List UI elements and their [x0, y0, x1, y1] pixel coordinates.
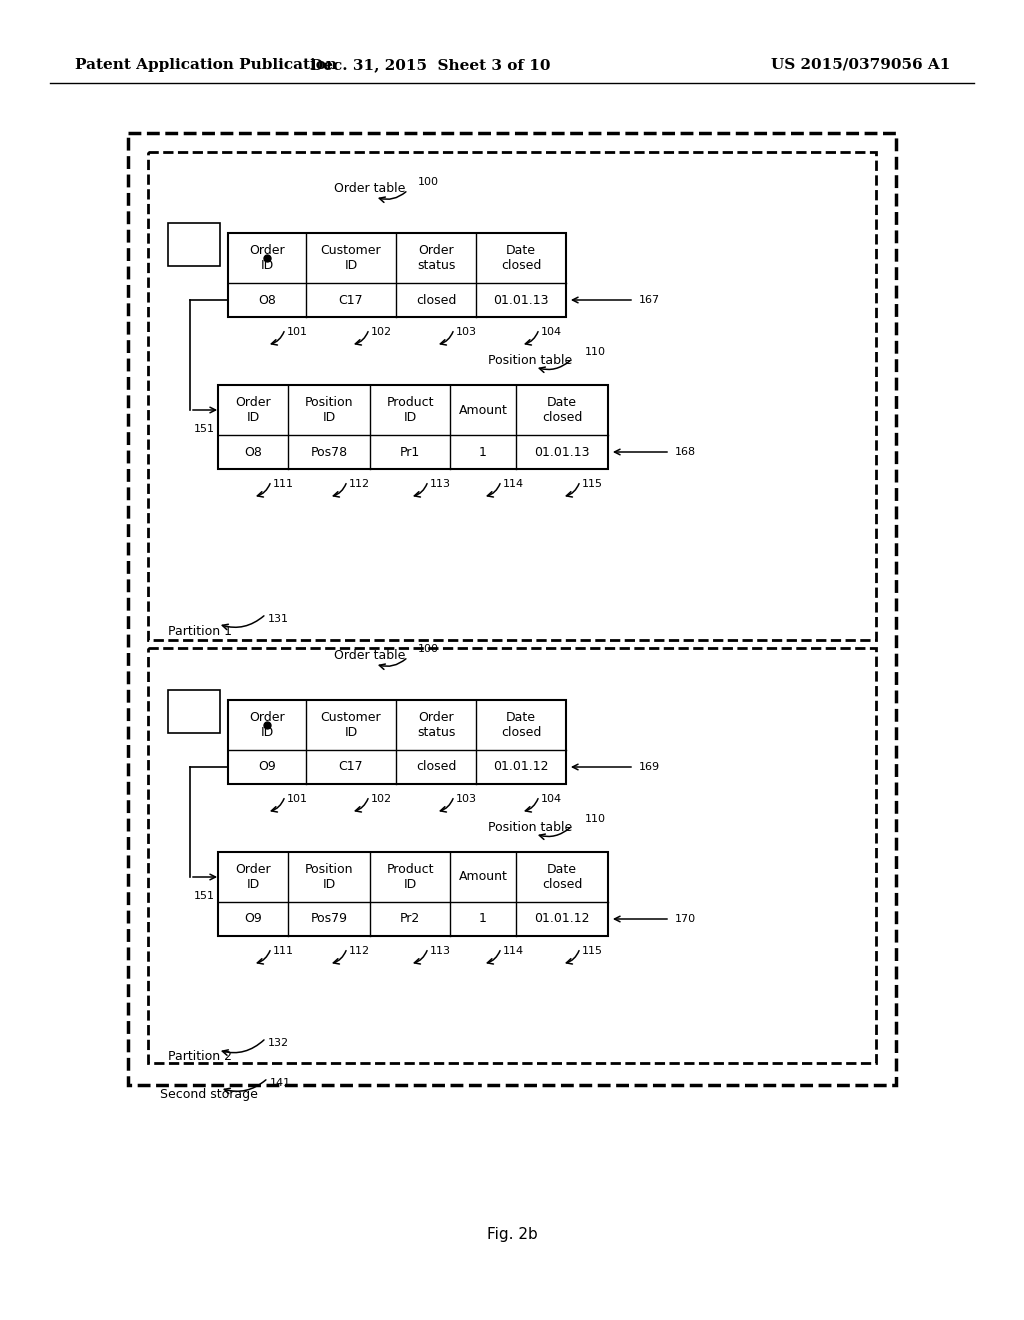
Text: US 2015/0379056 A1: US 2015/0379056 A1 — [771, 58, 950, 73]
Text: 01.01.12: 01.01.12 — [535, 912, 590, 925]
Bar — [218, 385, 608, 469]
Text: Fig. 2b: Fig. 2b — [486, 1228, 538, 1242]
Text: 141: 141 — [270, 1078, 291, 1088]
Text: 115: 115 — [582, 479, 603, 488]
Text: Order table: Order table — [334, 649, 406, 663]
Text: Dec. 31, 2015  Sheet 3 of 10: Dec. 31, 2015 Sheet 3 of 10 — [309, 58, 550, 73]
Text: O8: O8 — [244, 446, 262, 458]
Text: C17: C17 — [339, 760, 364, 774]
Text: 102: 102 — [371, 327, 392, 337]
Text: Product
ID: Product ID — [386, 863, 434, 891]
Text: Order
status: Order status — [417, 711, 456, 739]
Text: Order
ID: Order ID — [236, 396, 270, 424]
Text: Order
status: Order status — [417, 244, 456, 272]
Text: Pos78: Pos78 — [310, 446, 347, 458]
Text: 168: 168 — [675, 447, 696, 457]
Text: closed: closed — [416, 760, 456, 774]
Text: 167: 167 — [639, 294, 660, 305]
Text: 1: 1 — [479, 446, 487, 458]
Text: O8: O8 — [258, 293, 275, 306]
Text: 131: 131 — [268, 614, 289, 624]
Text: 112: 112 — [349, 946, 370, 956]
Text: 151: 151 — [194, 891, 215, 902]
Text: 101: 101 — [287, 327, 308, 337]
Text: Order
ID: Order ID — [249, 711, 285, 739]
Text: 113: 113 — [430, 479, 451, 488]
Text: 01.01.12: 01.01.12 — [494, 760, 549, 774]
Text: O9: O9 — [244, 912, 262, 925]
Text: Product
ID: Product ID — [386, 396, 434, 424]
Text: 101: 101 — [287, 795, 308, 804]
Text: 114: 114 — [503, 946, 524, 956]
Text: Position
ID: Position ID — [305, 396, 353, 424]
Text: 110: 110 — [585, 814, 606, 824]
Text: 103: 103 — [456, 795, 477, 804]
Text: Date
closed: Date closed — [501, 711, 542, 739]
Text: Customer
ID: Customer ID — [321, 711, 381, 739]
Text: Date
closed: Date closed — [501, 244, 542, 272]
Text: 100: 100 — [418, 644, 439, 653]
Bar — [168, 223, 220, 265]
Text: Pr2: Pr2 — [400, 912, 420, 925]
Text: 103: 103 — [456, 327, 477, 337]
Text: 114: 114 — [503, 479, 524, 488]
Text: Date
closed: Date closed — [542, 396, 583, 424]
Text: Order
ID: Order ID — [236, 863, 270, 891]
Text: O9: O9 — [258, 760, 275, 774]
Text: C17: C17 — [339, 293, 364, 306]
Text: Amount: Amount — [459, 404, 508, 417]
Bar — [218, 851, 608, 936]
Text: Position
ID: Position ID — [305, 863, 353, 891]
Text: Patent Application Publication: Patent Application Publication — [75, 58, 337, 73]
Text: 102: 102 — [371, 795, 392, 804]
Text: 110: 110 — [585, 347, 606, 356]
Text: 111: 111 — [273, 946, 294, 956]
Text: Pos79: Pos79 — [310, 912, 347, 925]
Text: 113: 113 — [430, 946, 451, 956]
Text: Position table: Position table — [487, 354, 572, 367]
Text: 111: 111 — [273, 479, 294, 488]
Text: 1: 1 — [479, 912, 487, 925]
Text: Position table: Position table — [487, 821, 572, 834]
Text: closed: closed — [416, 293, 456, 306]
Bar — [228, 700, 566, 784]
Bar — [148, 648, 876, 1063]
Text: Date
closed: Date closed — [542, 863, 583, 891]
Text: 170: 170 — [675, 913, 696, 924]
Bar — [228, 234, 566, 317]
Text: 151: 151 — [194, 424, 215, 434]
Text: Order table: Order table — [334, 182, 406, 195]
Text: Amount: Amount — [459, 870, 508, 883]
Text: 115: 115 — [582, 946, 603, 956]
Text: Partition 1: Partition 1 — [168, 624, 232, 638]
Text: Partition 2: Partition 2 — [168, 1049, 232, 1063]
Text: 01.01.13: 01.01.13 — [535, 446, 590, 458]
Text: 104: 104 — [541, 795, 562, 804]
Text: Second storage: Second storage — [160, 1088, 258, 1101]
Bar — [148, 152, 876, 640]
Text: 112: 112 — [349, 479, 370, 488]
Text: Order
ID: Order ID — [249, 244, 285, 272]
Text: 01.01.13: 01.01.13 — [494, 293, 549, 306]
Bar — [128, 133, 896, 1085]
Bar — [168, 690, 220, 733]
Text: 169: 169 — [639, 762, 660, 772]
Text: 104: 104 — [541, 327, 562, 337]
Text: Pr1: Pr1 — [400, 446, 420, 458]
Text: 100: 100 — [418, 177, 439, 187]
Text: Customer
ID: Customer ID — [321, 244, 381, 272]
Text: 132: 132 — [268, 1038, 289, 1048]
